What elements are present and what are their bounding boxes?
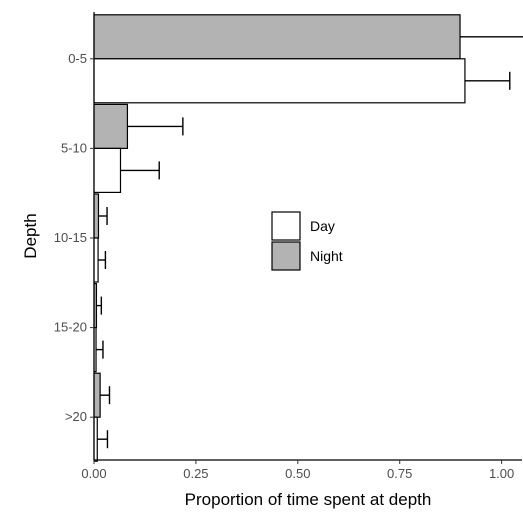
y-tick-label-5: >20 [65, 409, 87, 424]
legend-label-day: Day [310, 218, 335, 234]
bar-day-2 [93, 147, 122, 193]
ticks-layer: 0-5 5-10 10-15 15-20 >20 0.00 0.25 0.50 0.75 1.00 [54, 51, 515, 481]
legend-swatch-day [271, 211, 301, 241]
legend: Day Night [271, 211, 343, 271]
y-tick-label-3: 10-15 [54, 230, 87, 245]
y-tick-label-1: 0-5 [68, 51, 87, 66]
x-tick-label-3: 0.50 [285, 466, 310, 481]
x-tick-label-4: 0.75 [387, 466, 412, 481]
bar-night-2 [93, 103, 129, 150]
bar-night-1 [93, 14, 461, 60]
legend-swatch-night [271, 241, 301, 271]
error-bars-layer [96, 36, 523, 449]
bar-day-3 [93, 237, 99, 283]
bar-day-1 [93, 58, 466, 104]
axes-layer [93, 12, 522, 461]
x-axis-title: Proportion of time spent at depth [185, 490, 432, 509]
x-tick-label-5: 1.00 [489, 466, 514, 481]
x-tick-label-1: 0.00 [81, 466, 106, 481]
bar-night-3 [93, 193, 100, 239]
legend-label-night: Night [310, 248, 343, 264]
y-axis-title: Depth [21, 213, 40, 258]
y-tick-label-2: 5-10 [61, 140, 87, 155]
y-tick-label-4: 15-20 [54, 320, 87, 335]
x-tick-label-2: 0.25 [183, 466, 208, 481]
bar-night-5 [93, 372, 101, 418]
